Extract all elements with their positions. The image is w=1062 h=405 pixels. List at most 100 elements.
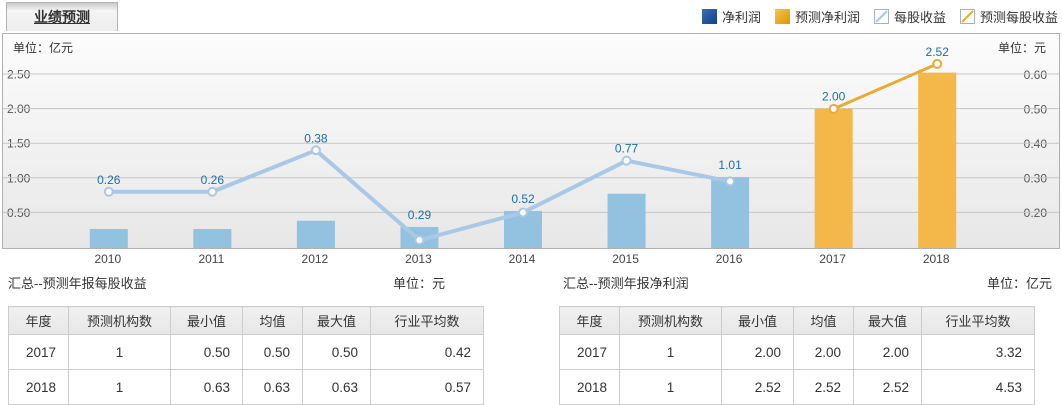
legend-item-3[interactable]: 预测每股收益 [959,7,1058,26]
right-tick-label: 0.60 [1024,68,1048,82]
point-每股收益 [310,145,321,156]
bar-swatch-icon [774,9,790,24]
bar-value-label: 0.38 [304,131,328,145]
cell: 2018 [559,369,620,405]
legend-item-1[interactable]: 预测净利润 [774,7,860,26]
header-cell: 预测机构数 [68,306,171,335]
bar-value-label: 0.52 [511,192,535,206]
cell: 2.52 [721,369,794,405]
cell: 0.42 [370,334,484,370]
legend-label: 每股收益 [893,10,946,25]
tab-performance-forecast[interactable]: 业绩预测 [6,2,118,31]
cell: 1 [68,369,171,405]
bar-value-label: 2.00 [822,90,846,104]
header-cell: 最大值 [302,306,371,335]
point-预测每股收益 [932,58,943,69]
cell: 2.00 [721,334,794,370]
line-预测每股收益 [833,62,938,111]
bar-value-label: 1.01 [718,158,742,172]
point-每股收益 [103,186,114,197]
profit-summary-unit: 单位：亿元 [986,275,1052,291]
x-axis-label-2014: 2014 [508,252,536,266]
header-cell: 行业平均数 [370,306,484,335]
bar-swatch-icon [701,9,717,24]
bar-净利润-2015 [607,193,646,248]
point-每股收益 [518,207,528,218]
header-cell: 年度 [559,306,620,335]
right-tick-label: 0.50 [1024,102,1048,116]
cell: 0.63 [170,369,243,405]
right-tick-label: 0.30 [1024,171,1048,185]
bar-value-label: 0.26 [201,173,225,187]
legend-item-0[interactable]: 净利润 [701,7,761,26]
x-axis-label-2010: 2010 [94,252,122,266]
legend-item-2[interactable]: 每股收益 [873,7,946,26]
x-axis-labels: 2010 2011 2012 2013 2014 2015 2016 2017 2018 [2,252,1058,270]
x-axis-label-2012: 2012 [301,252,329,266]
right-axis-unit-label: 单位：元 [997,41,1046,55]
x-axis-label-2013: 2013 [405,252,432,266]
cell: 2018 [8,369,69,405]
profit-summary-title-row: 汇总--预测年报净利润 单位：亿元 [563,272,1052,292]
x-axis-label-2015: 2015 [612,252,639,266]
bar-value-label: 0.29 [408,208,432,222]
bar-value-label: 0.77 [615,142,639,156]
right-tick-label: 0.20 [1024,206,1048,220]
x-axis-label-2018: 2018 [922,252,950,266]
eps-summary-title: 汇总--预测年报每股收益 [8,275,147,291]
cell: 0.63 [302,369,371,405]
eps-summary-title-row: 汇总--预测年报每股收益 单位：元 [8,272,445,292]
bar-预测净利润-2017 [814,108,853,248]
profit-summary-title: 汇总--预测年报净利润 [563,275,689,291]
legend-label: 净利润 [721,10,761,25]
cell: 0.50 [302,334,371,370]
bar-净利润-2016 [711,177,750,248]
line-swatch-icon [873,9,889,24]
header-cell: 均值 [242,306,303,335]
header-cell: 均值 [793,306,854,335]
bar-净利润-2012 [296,220,335,248]
cell: 2017 [559,334,620,370]
cell: 1 [619,369,722,405]
bar-净利润-2011 [193,229,232,248]
header-cell: 年度 [8,306,69,335]
legend-label: 预测净利润 [794,10,860,25]
bar-value-label: 2.52 [926,45,950,59]
profit-summary-table: 年度 预测机构数 最小值 均值 最大值 行业平均数 2017 1 2.00 2.00 2.00 3.3… [559,306,1035,405]
x-axis-label-2016: 2016 [715,252,743,266]
header-cell: 最小值 [170,306,243,335]
legend-label: 预测每股收益 [979,10,1058,25]
point-每股收益 [207,186,218,197]
header-cell: 最小值 [721,306,794,335]
forecast-chart: 0.501.001.502.002.500.200.300.400.500.60… [3,45,1059,248]
forecast-chart-panel: 单位：亿元 单位：元 0.50 1.00 1.50 2.00 2.50 0.20 0.30 0… [2,33,1060,249]
cell: 0.57 [370,369,484,405]
table-header-row: 年度 预测机构数 最小值 均值 最大值 行业平均数 [559,306,1035,335]
header-bar: 业绩预测 净利润 预测净利润 每股收益 预测每股收益 [0,0,1062,33]
cell: 0.50 [170,334,243,370]
cell: 2017 [8,334,69,370]
point-每股收益 [725,176,736,187]
point-预测每股收益 [828,103,839,114]
cell: 3.32 [921,334,1035,370]
bar-净利润-2010 [89,229,128,248]
cell: 2.00 [793,334,854,370]
bar-预测净利润-2018 [918,72,957,248]
table-row: 2017 1 2.00 2.00 2.00 3.32 [559,334,1035,370]
table-row: 2018 1 0.63 0.63 0.63 0.57 [8,369,484,405]
table-row: 2017 1 0.50 0.50 0.50 0.42 [8,334,484,370]
cell: 4.53 [921,369,1035,405]
chart-legend: 净利润 预测净利润 每股收益 预测每股收益 [701,0,1058,33]
header-cell: 行业平均数 [921,306,1035,335]
eps-summary-unit: 单位：元 [392,275,445,291]
bar-value-label: 0.26 [97,173,121,187]
right-tick-label: 0.40 [1024,137,1048,151]
cell: 0.50 [242,334,303,370]
header-cell: 预测机构数 [619,306,722,335]
cell: 2.52 [853,369,922,405]
point-每股收益 [414,235,425,246]
table-row: 2018 1 2.52 2.52 2.52 4.53 [559,369,1035,405]
cell: 1 [68,334,171,370]
x-axis-label-2011: 2011 [198,252,225,266]
cell: 0.63 [242,369,303,405]
